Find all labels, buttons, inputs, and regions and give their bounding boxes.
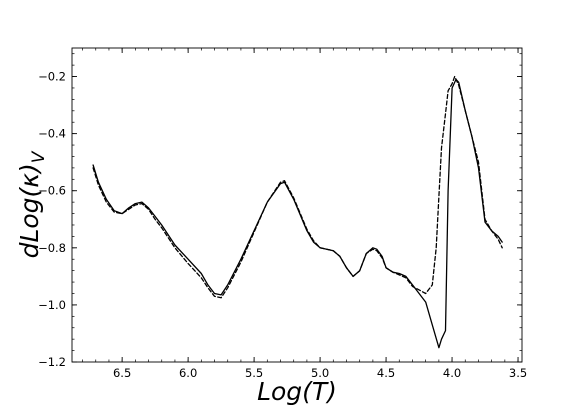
x-tick-label: 5.0 xyxy=(311,366,329,380)
y-tick-label: −0.6 xyxy=(38,184,66,198)
y-axis-label-main: dLog(κ) xyxy=(15,163,44,258)
y-tick-label: −0.8 xyxy=(38,241,66,255)
x-axis-ticks: 6.5 6.0 5.5 5.0 4.5 4.0 3.5 xyxy=(82,48,527,380)
y-tick-label: −0.4 xyxy=(38,127,66,141)
x-axis-label: Log(T) xyxy=(257,377,337,406)
x-tick-label: 6.5 xyxy=(113,366,131,380)
y-axis-label-subscript: V xyxy=(29,150,49,163)
x-tick-label: 4.0 xyxy=(443,366,461,380)
series-line-solid xyxy=(92,78,503,349)
y-tick-label: −0.2 xyxy=(38,70,66,84)
y-tick-label: −1.0 xyxy=(38,298,66,312)
y-axis-ticks: −1.2 −1.0 −0.8 −0.6 −0.4 −0.2 xyxy=(38,53,522,369)
x-tick-label: 3.5 xyxy=(509,366,527,380)
series-layer xyxy=(92,75,503,349)
y-tick-label: −1.2 xyxy=(38,355,66,369)
x-tick-label: 4.5 xyxy=(377,366,395,380)
y-axis-label: dLog(κ)V xyxy=(15,150,49,258)
series-line-dashed xyxy=(92,75,503,299)
x-tick-label: 5.5 xyxy=(245,366,263,380)
x-tick-label: 6.0 xyxy=(179,366,197,380)
